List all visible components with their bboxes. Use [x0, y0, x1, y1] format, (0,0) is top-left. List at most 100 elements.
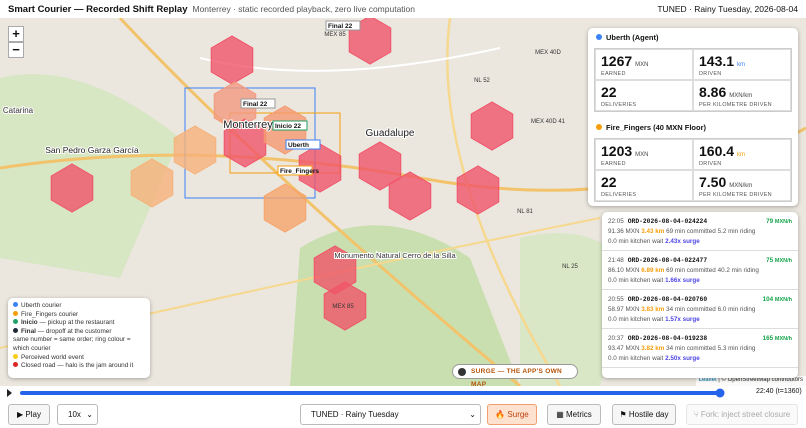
order-wait: 0.0 min kitchen wait: [608, 238, 664, 245]
legend-text: Closed road — halo is the jam around it: [21, 362, 134, 370]
order-surge: 2.43x surge: [665, 238, 700, 245]
order-committed: 34 min committed: [666, 306, 716, 313]
rate-value: 75: [766, 257, 774, 264]
order-item[interactable]: 22:05 ORD-2026-08-04-024224 79 MXN/h 91.36 …: [602, 212, 798, 251]
fork-button: ⑂ Fork: inject street closure: [686, 404, 798, 425]
legend-swatch: [13, 302, 18, 307]
map-marker[interactable]: Final 22: [240, 98, 276, 109]
rate-unit: MXN/h: [774, 297, 792, 303]
order-committed: 69 min committed: [666, 267, 716, 274]
play-icon[interactable]: [7, 389, 12, 397]
timeline[interactable]: [0, 386, 806, 400]
order-list[interactable]: 22:05 ORD-2026-08-04-024224 79 MXN/h 91.36 …: [602, 212, 798, 378]
order-time: 20:55: [608, 296, 624, 303]
order-item[interactable]: 21:48 ORD-2026-08-04-022477 75 MXN/h 86.10 …: [602, 251, 798, 290]
marker-box: [285, 139, 321, 150]
legend-term: Final: [21, 327, 36, 335]
surge-hex: [358, 141, 402, 191]
order-line: 58.97 MXN 3.83 km 34 min committed 6.0 m…: [608, 305, 792, 315]
stat-line: 8.86 MXN/km: [699, 84, 785, 102]
stat-line: 160.4 km: [699, 143, 785, 161]
order-line: 20:55 ORD-2026-08-04-020760 104 MXN/h: [608, 295, 792, 305]
road-label: NL 52: [474, 78, 490, 84]
metrics-button[interactable]: ▦ Metrics: [547, 404, 601, 425]
map-marker[interactable]: Final 22: [325, 20, 361, 31]
surge-hex: [456, 165, 500, 215]
stat-value: 22: [601, 174, 617, 190]
legend-item: Fire_Fingers courier: [13, 310, 145, 320]
map-marker[interactable]: Uberth: [285, 139, 321, 150]
stat-line: 1267 MXN: [601, 53, 687, 71]
zoom-in[interactable]: +: [8, 26, 24, 42]
surge-badge-text: SURGE — THE APP'S OWN MAP: [471, 368, 563, 388]
order-line: 20:37 ORD-2026-08-04-019238 165 MXN/h: [608, 334, 792, 344]
rate-value: 79: [766, 218, 774, 225]
stat-value: 22: [601, 84, 617, 100]
surge-hex: [388, 171, 432, 221]
speed-select[interactable]: 10x ⌄: [57, 404, 98, 425]
road: [118, 18, 521, 386]
legend-text: same number = same order; ring colour = …: [13, 336, 131, 352]
hostile-button[interactable]: ⚑ Hostile day: [612, 404, 676, 425]
courier-heading: Fire_Fingers (40 MXN Floor): [588, 118, 798, 138]
order-item[interactable]: 20:37 ORD-2026-08-04-019238 165 MXN/h 93.47…: [602, 329, 798, 368]
play-button[interactable]: ▶ Play: [8, 404, 50, 425]
surge-hex: [298, 143, 342, 193]
stat-cell: 160.4 km DRIVEN: [693, 139, 791, 170]
speed-label: 10x: [68, 410, 81, 419]
order-line: 21:48 ORD-2026-08-04-022477 75 MXN/h: [608, 256, 792, 266]
stat-line: 22: [601, 84, 687, 102]
order-km: 3.82 km: [641, 345, 665, 352]
surge-button[interactable]: 🔥 Surge: [487, 404, 537, 425]
legend-item: Inicio — pickup at the restaurant: [13, 319, 145, 328]
courier-name: Uberth (Agent): [606, 33, 659, 42]
legend-text: Perceived world event: [21, 353, 84, 361]
stat-label: DELIVERIES: [601, 192, 637, 198]
legend-term: Inicio: [21, 319, 38, 327]
legend-text: Uberth courier: [21, 302, 62, 309]
order-rate: 104 MXN/h: [763, 295, 792, 305]
map-label: Monumento Natural Cerro de la Silla: [334, 251, 456, 260]
order-time: 20:37: [608, 335, 624, 342]
order-line: 86.10 MXN 6.89 km 69 min committed 40.2 …: [608, 266, 792, 276]
info-icon: [458, 368, 466, 376]
stat-value: 1203: [601, 143, 633, 159]
stat-cell: 7.50 MXN/km PER KILOMETRE DRIVEN: [693, 170, 791, 201]
order-surge: 2.50x surge: [665, 355, 700, 362]
rate-value: 104: [762, 296, 774, 303]
timeline-handle[interactable]: [715, 388, 725, 398]
surge-badge[interactable]: SURGE — THE APP'S OWN MAP: [452, 364, 578, 388]
zoom-out[interactable]: −: [8, 42, 24, 58]
legend-swatch: [13, 310, 18, 316]
surge-hex: [50, 163, 94, 213]
scenario-label: TUNED · Rainy Tuesday: [311, 410, 399, 419]
order-committed: 34 min committed: [666, 345, 716, 352]
legend-text: — pickup at the restaurant: [37, 319, 115, 327]
map-marker[interactable]: Inicio 22: [272, 120, 308, 131]
order-line: 93.47 MXN 3.82 km 34 min committed 5.3 m…: [608, 344, 792, 354]
scenario-select[interactable]: TUNED · Rainy Tuesday ⌄: [300, 404, 481, 425]
stat-label: PER KILOMETRE DRIVEN: [699, 102, 772, 108]
hostile-label: Hostile day: [628, 410, 669, 419]
leaflet-link[interactable]: Leaflet: [698, 377, 717, 383]
marker-box: [240, 98, 276, 109]
stat-unit: MXN/km: [729, 183, 753, 189]
stat-cell: 1203 MXN EARNED: [595, 139, 693, 170]
title: Smart Courier — Recorded Shift Replay: [8, 4, 188, 15]
stat-label: EARNED: [601, 71, 626, 77]
stat-label: DELIVERIES: [601, 102, 637, 108]
order-item[interactable]: 20:55 ORD-2026-08-04-020760 104 MXN/h 58.97…: [602, 290, 798, 329]
road-label: NL 25: [562, 264, 578, 270]
surge-hex: [323, 281, 367, 331]
order-rate: 75 MXN/h: [766, 256, 792, 266]
marker-box: [325, 20, 361, 31]
stat-unit: MXN: [635, 62, 649, 68]
map-marker[interactable]: Fire_Fingers: [277, 165, 319, 176]
stat-cell: 8.86 MXN/km PER KILOMETRE DRIVEN: [693, 80, 791, 111]
stat-line: 1203 MXN: [601, 143, 687, 161]
marker-label: Inicio 22: [275, 123, 301, 130]
order-riding: 6.0 min riding: [717, 306, 756, 313]
road-label: NL 81: [517, 209, 533, 215]
order-mxn: 93.47 MXN: [608, 345, 640, 352]
order-line: 0.0 min kitchen wait 2.43x surge: [608, 237, 792, 247]
